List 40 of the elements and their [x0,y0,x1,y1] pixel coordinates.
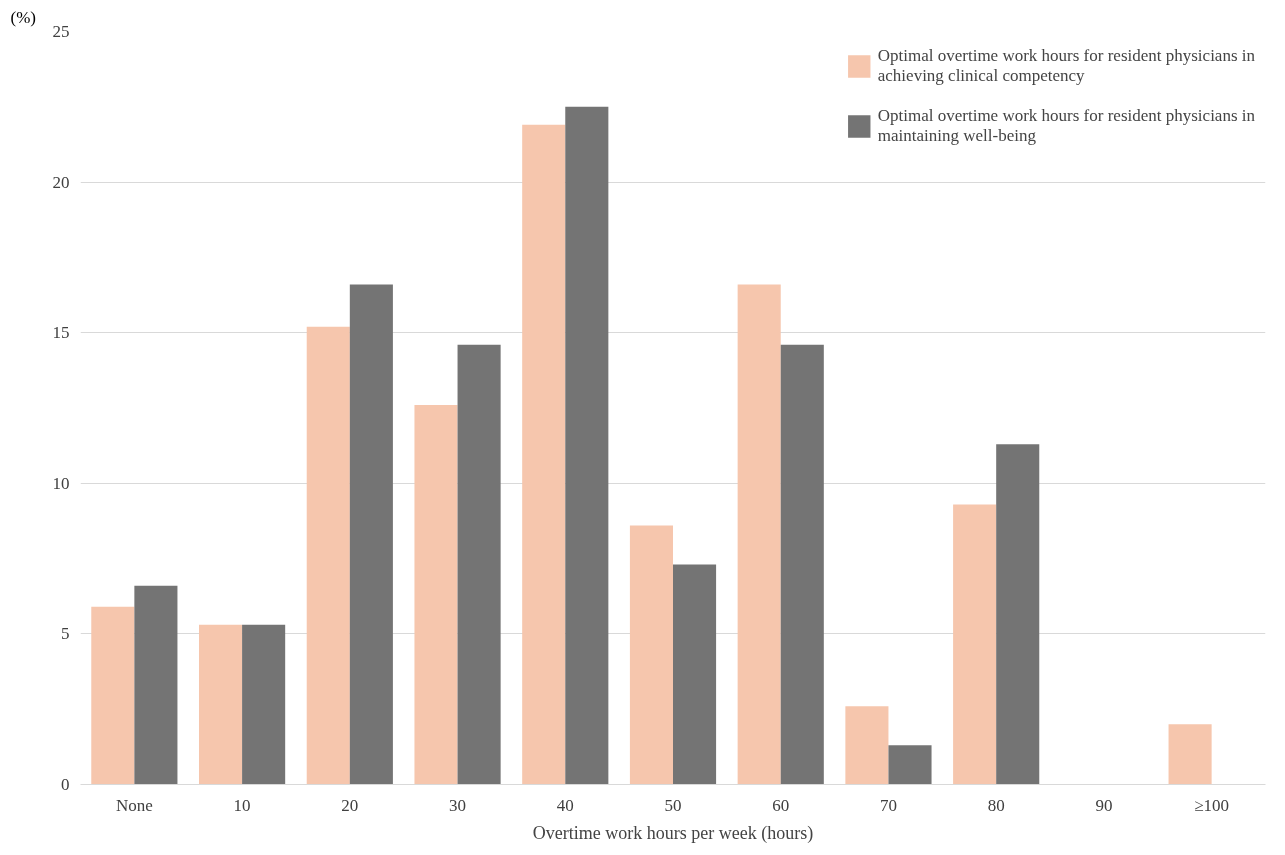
legend-label: Optimal overtime work hours for resident physicians in achieving clinical competency [877,45,1255,87]
bar [996,444,1040,785]
bar [134,585,178,785]
bar [242,624,286,785]
bar [414,404,458,785]
bar [953,504,997,785]
y-tick-label: 10 [52,473,70,493]
x-axis-title: Overtime work hours per week (hours) [532,822,814,844]
y-tick-label: 0 [61,775,70,794]
bar [91,606,135,785]
x-tick-label: 60 [772,795,790,815]
x-tick-label: 50 [664,795,682,815]
x-tick-label: 10 [233,795,251,815]
x-tick-label: None [115,795,153,815]
bar [673,564,717,785]
y-tick-label: 5 [61,624,70,644]
x-tick-label: ≥100 [1194,795,1230,815]
x-tick-label: 20 [341,795,359,815]
y-tick-label: 25 [52,22,70,41]
x-tick-label: 70 [879,795,897,815]
bar [888,745,932,785]
x-tick-label: 90 [1095,795,1113,815]
bar [845,706,889,785]
bar [737,284,781,785]
y-tick-label: 15 [52,323,70,343]
bar [629,525,673,785]
y-axis-title: (%) [10,7,36,27]
bar [1168,724,1212,785]
bar [522,124,566,785]
x-tick-label: 80 [987,795,1005,815]
bar [780,344,824,785]
legend-label: Optimal overtime work hours for resident physicians in maintaining well-being [877,105,1255,147]
bar [349,284,393,785]
bar [457,344,501,785]
bar [199,624,243,785]
x-tick-label: 30 [449,795,467,815]
x-tick-label: 40 [556,795,574,815]
y-tick-label: 20 [52,172,70,192]
bar [306,326,350,785]
bar [565,106,609,785]
